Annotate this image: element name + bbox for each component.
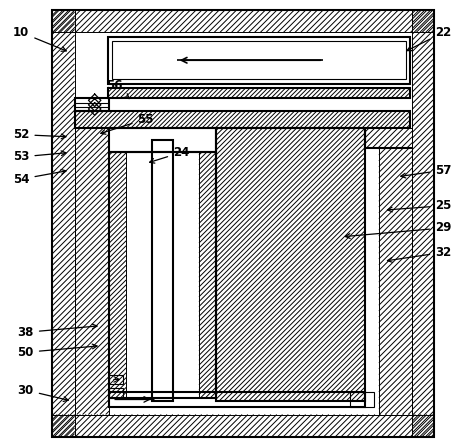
Bar <box>109 375 123 384</box>
Text: 54: 54 <box>13 169 66 186</box>
Text: 29: 29 <box>345 221 452 238</box>
Bar <box>109 128 216 152</box>
Text: 30: 30 <box>18 384 68 401</box>
Text: 22: 22 <box>407 26 451 51</box>
Text: 32: 32 <box>387 246 451 262</box>
Bar <box>109 152 126 398</box>
Bar <box>108 88 410 98</box>
Bar <box>53 414 434 437</box>
Bar <box>75 111 410 128</box>
Bar <box>412 10 434 437</box>
Text: 24: 24 <box>150 146 189 163</box>
Text: 10: 10 <box>13 26 66 51</box>
Bar <box>109 388 123 398</box>
Bar <box>113 42 406 79</box>
Bar <box>108 37 410 84</box>
Bar <box>53 10 434 437</box>
Text: 56: 56 <box>106 79 129 99</box>
Bar <box>53 10 75 437</box>
Bar <box>216 128 365 401</box>
Bar <box>350 392 374 406</box>
Text: 53: 53 <box>13 150 66 163</box>
Bar <box>53 10 434 33</box>
Bar <box>152 140 173 401</box>
Bar <box>379 148 412 414</box>
Bar <box>365 128 412 148</box>
Text: 50: 50 <box>17 344 97 359</box>
Bar <box>109 152 216 398</box>
Bar <box>75 98 109 111</box>
Bar <box>75 111 410 128</box>
Text: 38: 38 <box>17 324 97 339</box>
Bar <box>216 128 365 401</box>
Text: 25: 25 <box>387 199 452 212</box>
Text: 52: 52 <box>13 128 66 141</box>
Bar <box>199 152 216 398</box>
Bar <box>75 128 109 414</box>
Bar <box>109 392 365 406</box>
Bar <box>108 88 410 98</box>
Text: 55: 55 <box>101 113 154 134</box>
Text: 57: 57 <box>401 164 452 178</box>
